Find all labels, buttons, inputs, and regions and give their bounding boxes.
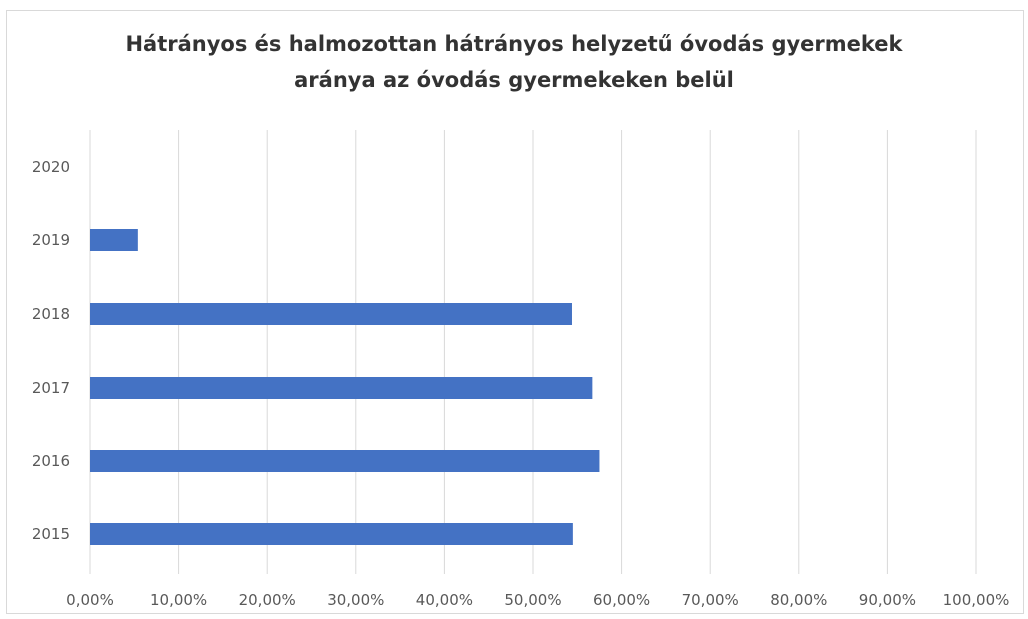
x-tick-label: 40,00% xyxy=(416,591,473,609)
y-tick-label-2016: 2016 xyxy=(32,452,70,470)
y-tick-label-2020: 2020 xyxy=(32,158,70,176)
x-tick-label: 50,00% xyxy=(504,591,561,609)
chart-title-line-1: Hátrányos és halmozottan hátrányos helyz… xyxy=(125,32,903,56)
x-tick-label: 80,00% xyxy=(770,591,827,609)
x-tick-label: 100,00% xyxy=(943,591,1010,609)
bar-2016 xyxy=(90,450,600,472)
x-tick-label: 20,00% xyxy=(239,591,296,609)
y-tick-label-2015: 2015 xyxy=(32,525,70,543)
gridlines xyxy=(89,130,977,574)
chart-title-line-2: aránya az óvodás gyermekeken belül xyxy=(294,68,734,92)
chart-title: Hátrányos és halmozottan hátrányos helyz… xyxy=(0,26,1028,98)
x-tick-label: 60,00% xyxy=(593,591,650,609)
bar-2018 xyxy=(90,303,572,325)
x-tick-label: 30,00% xyxy=(327,591,384,609)
x-tick-label: 90,00% xyxy=(859,591,916,609)
x-tick-label: 0,00% xyxy=(66,591,114,609)
y-tick-label-2017: 2017 xyxy=(32,379,70,397)
x-axis-labels: 0,00% 10,00% 20,00% 30,00% 40,00% 50,00% 60,00… xyxy=(66,591,1009,609)
bar-2019 xyxy=(90,229,138,251)
x-tick-label: 70,00% xyxy=(682,591,739,609)
x-tick-label: 10,00% xyxy=(150,591,207,609)
y-axis-labels: 2015 2016 2017 2018 2019 2020 xyxy=(32,158,70,543)
bar-2015 xyxy=(90,523,573,545)
y-tick-label-2018: 2018 xyxy=(32,305,70,323)
y-tick-label-2019: 2019 xyxy=(32,231,70,249)
bars xyxy=(90,229,600,545)
bar-2017 xyxy=(90,377,593,399)
